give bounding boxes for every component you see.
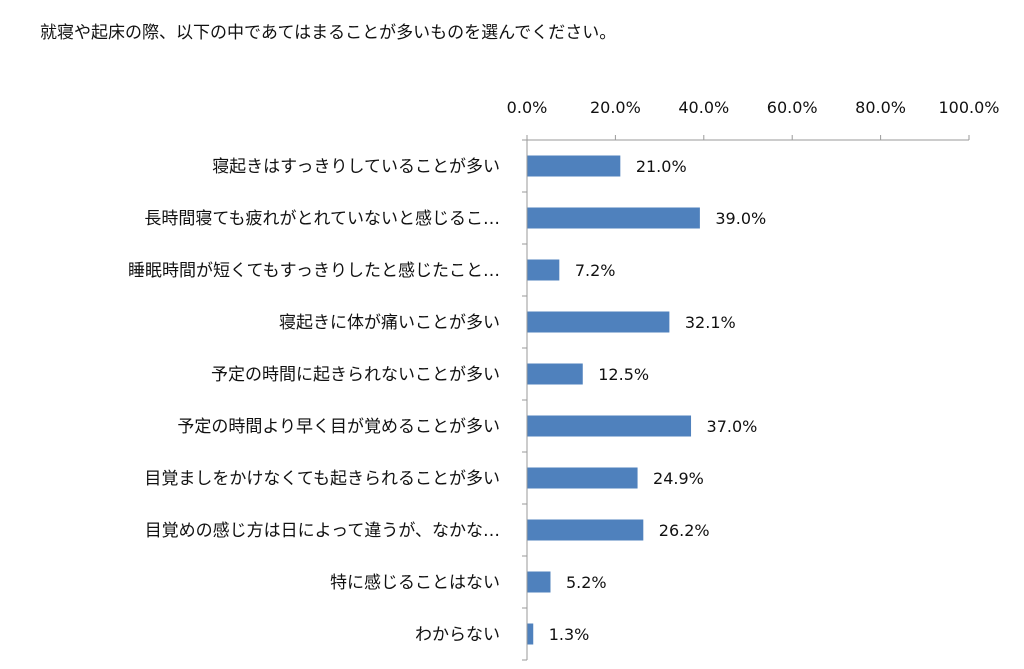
- bar: [527, 363, 583, 385]
- bar: [527, 415, 692, 437]
- x-tick-label: 60.0%: [767, 98, 818, 117]
- data-label: 39.0%: [715, 209, 766, 228]
- bar: [527, 467, 638, 489]
- bar: [527, 207, 700, 229]
- x-tick-label: 0.0%: [507, 98, 548, 117]
- category-label: 寝起きはすっきりしていることが多い: [212, 156, 500, 177]
- bar: [527, 571, 551, 593]
- bar: [527, 623, 534, 645]
- bar: [527, 259, 560, 281]
- data-label: 32.1%: [685, 313, 736, 332]
- data-label: 12.5%: [598, 365, 649, 384]
- tick-label-layer: 0.0% 20.0% 40.0% 60.0% 80.0% 100.0%: [507, 98, 1000, 117]
- bar-layer: [527, 155, 700, 645]
- bar: [527, 311, 670, 333]
- data-label: 21.0%: [636, 157, 687, 176]
- x-tick-label: 80.0%: [855, 98, 906, 117]
- data-label-layer: 21.0% 39.0% 7.2% 32.1% 12.5% 37.0% 24.9% 26.2% 5…: [549, 157, 766, 644]
- x-tick-label: 100.0%: [938, 98, 999, 117]
- data-label: 7.2%: [575, 261, 616, 280]
- category-label: 特に感じることはない: [330, 573, 500, 593]
- category-label: 目覚ましをかけなくても起きられることが多い: [144, 469, 500, 489]
- data-label: 24.9%: [653, 469, 704, 488]
- x-tick-label: 20.0%: [590, 98, 641, 117]
- category-label: 長時間寝ても疲れがとれていないと感じるこ…: [144, 208, 500, 229]
- category-label: 予定の時間より早く目が覚めることが多い: [177, 417, 500, 437]
- axis-layer: [522, 135, 970, 661]
- category-label: わからない: [415, 625, 500, 645]
- category-label: 予定の時間に起きられないことが多い: [211, 365, 500, 385]
- chart-title: 就寝や起床の際、以下の中であてはまることが多いものを選んでください。: [40, 23, 617, 43]
- data-label: 5.2%: [566, 573, 607, 592]
- category-label: 目覚めの感じ方は日によって違うが、なかな…: [145, 521, 500, 541]
- data-label: 26.2%: [659, 521, 710, 540]
- data-label: 1.3%: [549, 625, 590, 644]
- category-label: 睡眠時間が短くてもすっきりしたと感じたこと…: [128, 261, 500, 281]
- bar: [527, 155, 621, 177]
- x-tick-label: 40.0%: [678, 98, 729, 117]
- category-label: 寝起きに体が痛いことが多い: [279, 312, 500, 333]
- bar: [527, 519, 644, 541]
- data-label: 37.0%: [707, 417, 758, 436]
